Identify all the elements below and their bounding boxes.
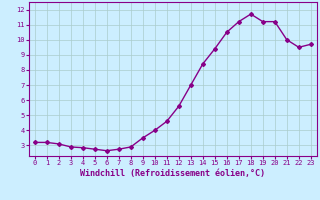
X-axis label: Windchill (Refroidissement éolien,°C): Windchill (Refroidissement éolien,°C) [80, 169, 265, 178]
